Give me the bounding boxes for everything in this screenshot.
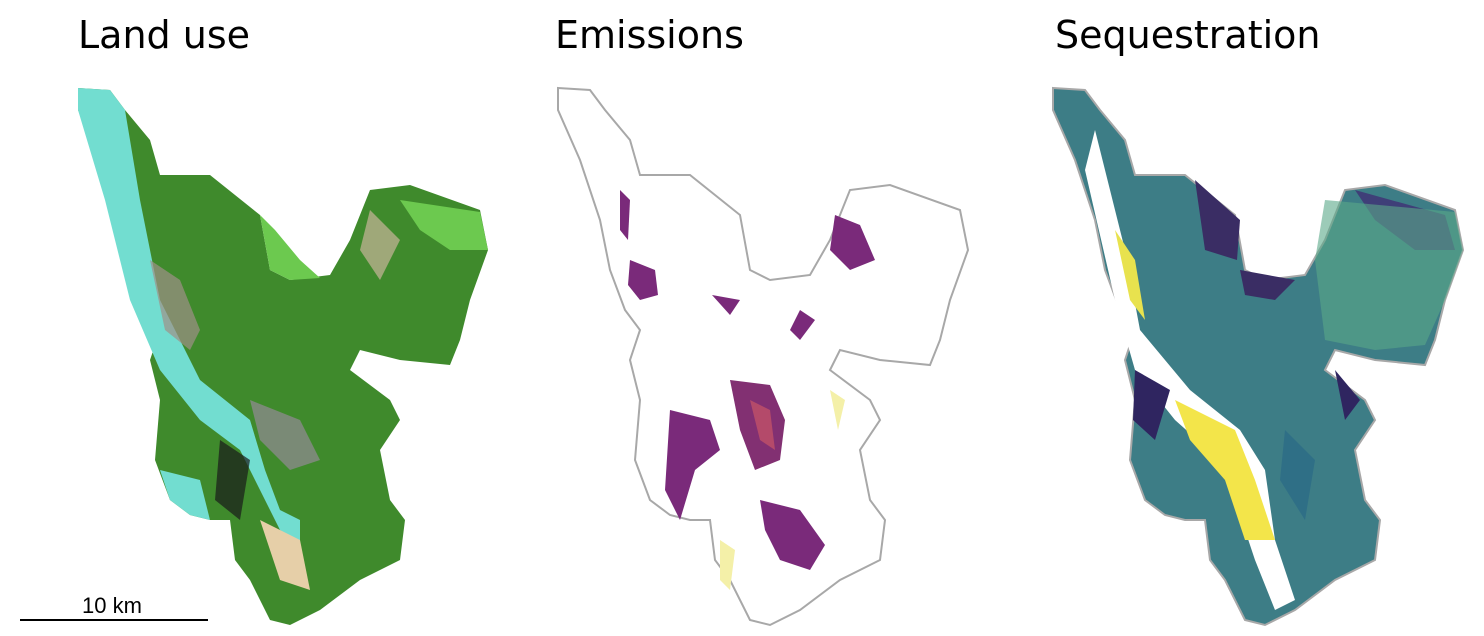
sequestration-map [1052,87,1464,626]
scale-label: 10 km [82,593,142,618]
land-use-map [78,88,488,625]
panel-title: Sequestration [1055,13,1320,57]
emissions-map [557,87,969,626]
panel-title: Emissions [555,13,744,57]
panel-title: Land use [78,13,250,57]
